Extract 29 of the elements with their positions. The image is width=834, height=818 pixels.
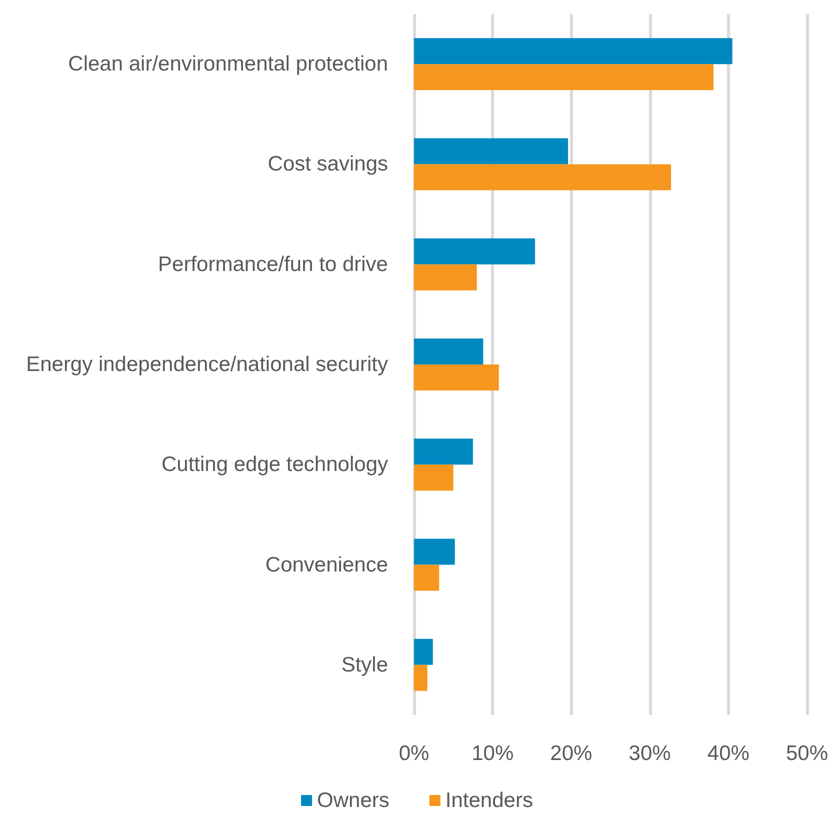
legend-label: Owners xyxy=(317,789,390,812)
bar xyxy=(414,364,499,390)
legend-label: Intenders xyxy=(445,789,533,812)
bar xyxy=(414,138,568,164)
bar xyxy=(414,638,433,665)
x-tick-label: 40% xyxy=(707,742,750,765)
bar xyxy=(414,438,473,465)
bar xyxy=(414,38,732,64)
x-tick-label: 0% xyxy=(398,742,430,765)
bar xyxy=(414,464,454,491)
y-tick-label: Cost savings xyxy=(268,152,388,176)
bar xyxy=(414,538,455,565)
x-tick-label: 30% xyxy=(628,742,671,765)
bar xyxy=(414,338,484,364)
y-tick-label: Performance/fun to drive xyxy=(158,252,388,276)
bar xyxy=(414,238,536,264)
x-tick-label: 50% xyxy=(786,742,828,765)
y-tick-label: Cutting edge technology xyxy=(162,453,388,476)
y-tick-label: Style xyxy=(341,653,388,676)
y-tick-label: Clean air/environmental protection xyxy=(68,52,388,76)
bar xyxy=(414,64,714,90)
y-tick-label: Convenience xyxy=(265,553,388,576)
bar xyxy=(414,564,440,591)
bar xyxy=(414,264,477,290)
x-tick-label: 10% xyxy=(472,742,514,765)
bar xyxy=(414,664,428,691)
bar xyxy=(414,164,672,190)
x-tick-label: 20% xyxy=(550,742,592,765)
y-tick-label: Energy independence/national security xyxy=(26,353,388,376)
